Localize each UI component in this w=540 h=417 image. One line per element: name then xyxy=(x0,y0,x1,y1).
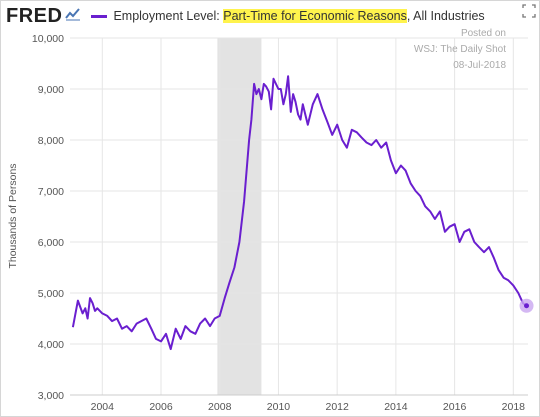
x-tick-label: 2010 xyxy=(267,401,291,413)
series-line xyxy=(71,75,528,351)
x-tick-label: 2016 xyxy=(443,401,467,413)
x-tick-label: 2006 xyxy=(149,401,173,413)
title-suffix: , All Industries xyxy=(406,9,485,23)
y-tick-label: 7,000 xyxy=(38,186,64,198)
x-tick-label: 2012 xyxy=(325,401,349,413)
fred-logo[interactable]: FRED xyxy=(6,4,63,27)
annotation-line-3: 08-Jul-2018 xyxy=(453,60,506,71)
annotation-line-1: Posted on xyxy=(460,28,506,39)
last-point-marker xyxy=(524,303,530,309)
recession-band xyxy=(217,38,262,395)
title-highlight: Part-Time for Economic Reasons xyxy=(223,9,407,23)
y-tick-label: 4,000 xyxy=(38,339,64,351)
y-tick-label: 6,000 xyxy=(38,237,64,249)
title-prefix: Employment Level: xyxy=(113,9,224,23)
y-tick-label: 10,000 xyxy=(32,33,64,45)
x-tick-label: 2004 xyxy=(91,401,115,413)
chart-header: FRED Employment Level: Part-Time for Eco… xyxy=(6,4,534,28)
y-tick-label: 5,000 xyxy=(38,288,64,300)
x-tick-label: 2008 xyxy=(208,401,232,413)
y-tick-label: 3,000 xyxy=(38,390,64,402)
annotation-line-2: WSJ: The Daily Shot xyxy=(413,44,506,55)
chart-title: Employment Level: Part-Time for Economic… xyxy=(113,9,485,23)
series-legend-swatch xyxy=(91,14,108,18)
chart-line-icon xyxy=(65,8,81,21)
x-tick-label: 2018 xyxy=(502,401,526,413)
y-tick-label: 9,000 xyxy=(38,84,64,96)
expand-arrows-icon[interactable] xyxy=(522,4,536,18)
y-tick-label: 8,000 xyxy=(38,135,64,147)
x-tick-label: 2014 xyxy=(384,401,408,413)
y-axis-title: Thousands of Persons xyxy=(7,163,19,269)
